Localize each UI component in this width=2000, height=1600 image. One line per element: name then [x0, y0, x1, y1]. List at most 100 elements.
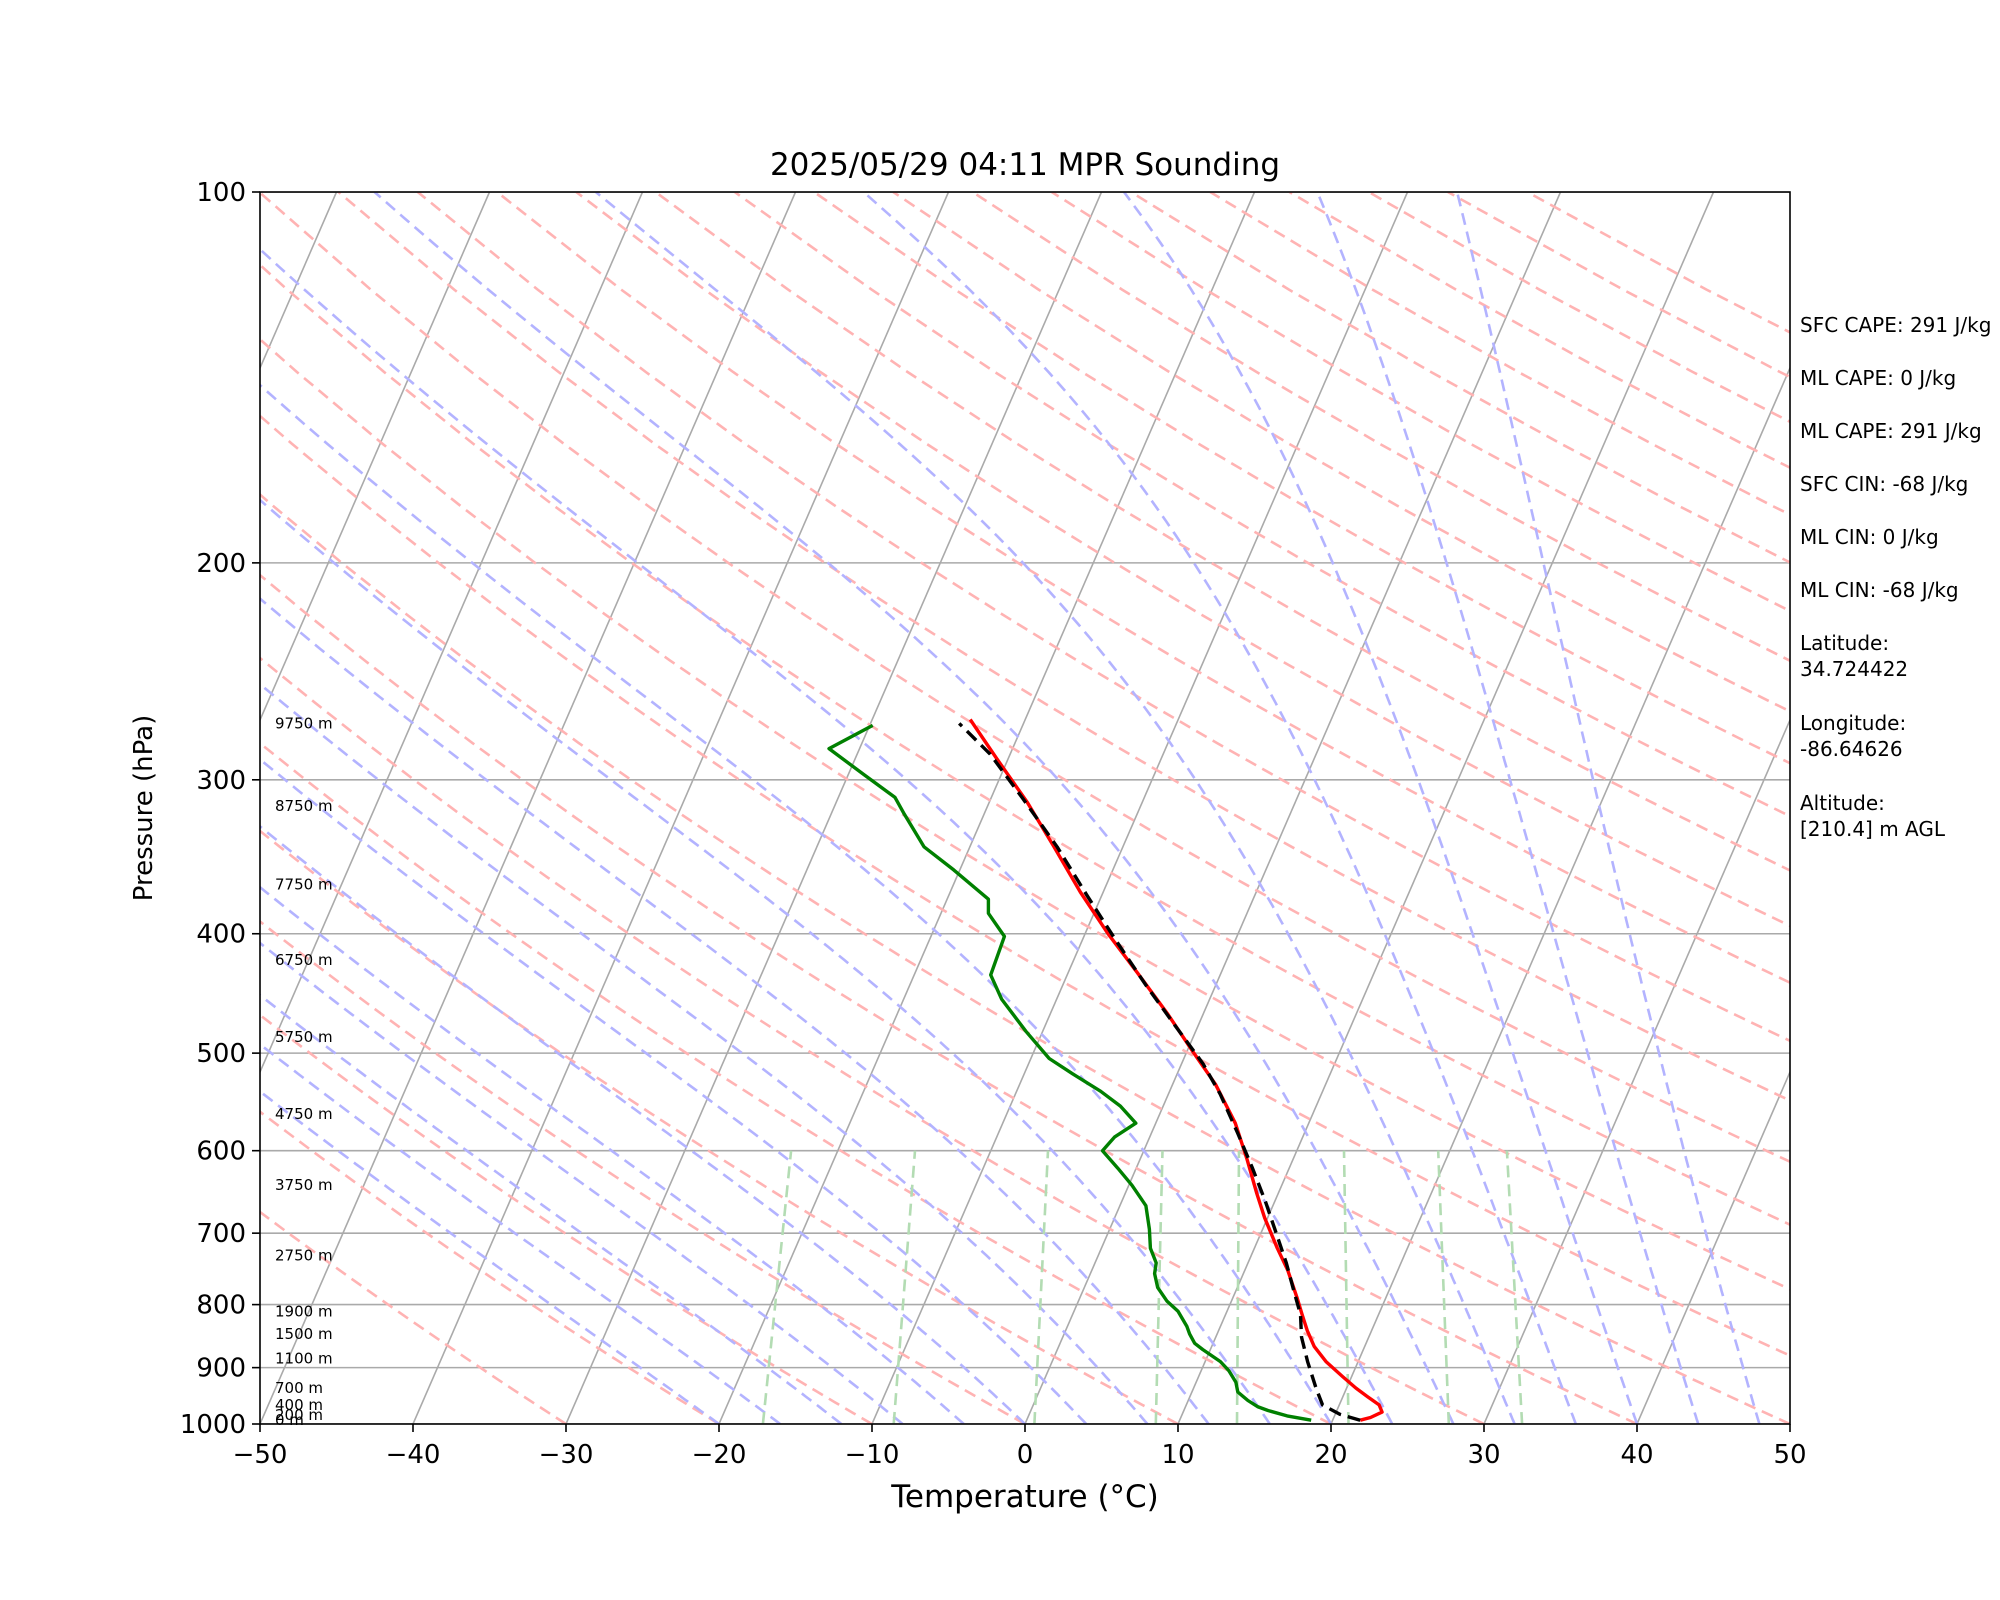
dry-adiabat-line [260, 492, 1790, 1424]
x-tick-label: 10 [1161, 1440, 1194, 1470]
y-tick-label: 500 [196, 1039, 246, 1069]
moist-adiabat-line [862, 192, 1578, 1424]
moist-adiabat-line [1455, 192, 1761, 1424]
y-tick-label: 800 [196, 1291, 246, 1321]
moist-adiabat-line [260, 885, 965, 1424]
dry-adiabat-line [260, 1110, 720, 1424]
height-label: 1100 m [275, 1350, 333, 1368]
mixing-ratio-line [761, 1150, 793, 1424]
height-label: 1500 m [275, 1325, 333, 1343]
y-tick-label: 300 [196, 766, 246, 796]
moist-adiabat-line [260, 993, 843, 1424]
parcel-profile-line [958, 722, 1361, 1422]
chart-title: 2025/05/29 04:11 MPR Sounding [770, 147, 1280, 183]
dry-adiabat-line [260, 919, 1026, 1424]
moist-adiabat-line [260, 383, 1333, 1424]
moist-adiabat-line [1316, 192, 1700, 1424]
stat-ml-cin-2: ML CIN: -68 J/kg [1800, 578, 1959, 602]
y-tick-label: 900 [196, 1354, 246, 1384]
sounding-stats-panel: SFC CAPE: 291 J/kg ML CAPE: 0 J/kg ML CA… [1800, 312, 2000, 870]
height-label: 4750 m [275, 1105, 333, 1123]
x-tick-label: 0 [1017, 1440, 1034, 1470]
stat-ml-cape: ML CAPE: 0 J/kg [1800, 366, 1957, 390]
stat-altitude: Altitude: [210.4] m AGL [1800, 791, 1946, 841]
height-label: 9750 m [275, 714, 333, 732]
moist-adiabat-line [260, 498, 1271, 1424]
isotherm-line [718, 192, 1256, 1424]
moist-adiabat-line [373, 192, 1455, 1424]
x-tick-label: −20 [692, 1440, 747, 1470]
dry-adiabat-line [260, 1210, 567, 1424]
isotherm-line [0, 192, 31, 1424]
isotherm-line [871, 192, 1409, 1424]
height-label: 200 m [275, 1406, 323, 1424]
moist-adiabat-line [260, 247, 1394, 1424]
mixing-ratio-line [1342, 1150, 1350, 1424]
x-axis-label: Temperature (°C) [890, 1479, 1159, 1515]
dry-adiabat-line [416, 192, 1790, 1043]
height-label: 0 m [275, 1411, 304, 1429]
mixing-ratio-line [1436, 1150, 1451, 1424]
y-tick-label: 200 [196, 549, 246, 579]
height-label: 5750 m [275, 1028, 333, 1046]
temperature-profile-line [968, 718, 1384, 1422]
mixing-ratio-line [892, 1150, 917, 1424]
stat-ml-cin: ML CIN: 0 J/kg [1800, 525, 1939, 549]
x-tick-label: 20 [1314, 1440, 1347, 1470]
stat-sfc-cin: SFC CIN: -68 J/kg [1800, 472, 1969, 496]
mixing-ratio-line [1235, 1150, 1241, 1424]
y-tick-label: 100 [196, 178, 246, 208]
height-label: 3750 m [275, 1176, 333, 1194]
height-label: 700 m [275, 1379, 323, 1397]
moist-adiabat-line [260, 1089, 720, 1424]
height-label: 2750 m [275, 1247, 333, 1265]
moist-adiabat-line [1122, 192, 1639, 1424]
moist-adiabat-line [260, 1042, 781, 1424]
dry-adiabat-line [260, 414, 1790, 1358]
dry-adiabat-line [575, 192, 1790, 928]
stat-longitude: Longitude: -86.64626 [1800, 711, 1907, 761]
dry-adiabat-line [260, 573, 1638, 1424]
isotherm-line [1483, 717, 1790, 1424]
moist-adiabat-line [260, 682, 1149, 1424]
y-axis-label: Pressure (hPa) [129, 715, 159, 902]
x-tick-label: 50 [1773, 1440, 1806, 1470]
height-label: 7750 m [275, 876, 333, 894]
moist-adiabat-line [260, 757, 1088, 1424]
x-tick-label: −10 [845, 1440, 900, 1470]
x-tick-label: −50 [233, 1440, 288, 1470]
y-tick-label: 400 [196, 920, 246, 950]
x-tick-label: 30 [1467, 1440, 1500, 1470]
height-label: 8750 m [275, 797, 333, 815]
stat-sfc-cape: SFC CAPE: 291 J/kg [1800, 313, 1992, 337]
mixing-ratio-line [1505, 1150, 1524, 1424]
moist-adiabat-line [260, 941, 904, 1424]
isotherm-line [1177, 192, 1715, 1424]
isotherm-line [1636, 1069, 1790, 1424]
moist-adiabat-line [260, 596, 1210, 1424]
height-label: 400 m [275, 1396, 323, 1414]
dry-adiabat-line [260, 741, 1332, 1424]
dry-adiabat-line [892, 192, 1790, 713]
dry-adiabat-line [496, 192, 1790, 985]
dry-adiabat-line [260, 829, 1179, 1424]
y-tick-label: 700 [196, 1219, 246, 1249]
x-tick-label: −40 [386, 1440, 441, 1470]
mixing-ratio-line [1033, 1150, 1050, 1424]
dry-adiabat-line [733, 192, 1790, 818]
dewpoint-profile-line [827, 723, 1312, 1422]
dry-adiabat-line [337, 192, 1790, 1102]
isotherm-line [565, 192, 1103, 1424]
moist-adiabat-line [594, 192, 1516, 1424]
x-tick-label: −30 [539, 1440, 594, 1470]
y-tick-label: 1000 [180, 1410, 246, 1440]
isotherm-line [260, 192, 797, 1424]
isotherm-line [260, 192, 644, 1075]
stat-ml-cape-2: ML CAPE: 291 J/kg [1800, 419, 1982, 443]
dry-adiabat-line [260, 192, 1790, 1164]
height-label: 6750 m [275, 951, 333, 969]
y-tick-label: 600 [196, 1137, 246, 1167]
isotherm-line [260, 192, 491, 723]
stat-latitude: Latitude: 34.724422 [1800, 631, 1909, 681]
